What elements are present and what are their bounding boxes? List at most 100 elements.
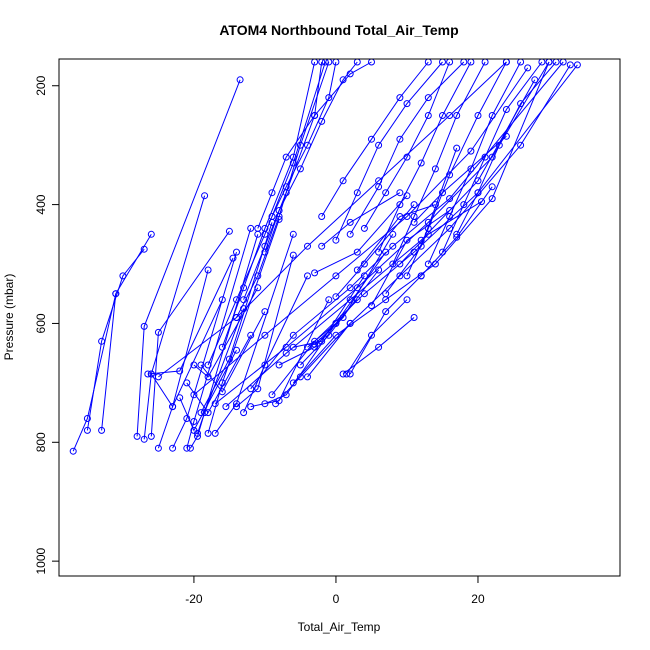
data-point — [289, 230, 297, 238]
data-point — [396, 260, 404, 268]
series-line — [321, 61, 429, 217]
series-line — [442, 61, 543, 253]
series-line — [392, 61, 486, 265]
data-point — [204, 429, 212, 437]
series-line — [250, 299, 330, 408]
data-point — [304, 242, 311, 250]
data-point — [247, 224, 255, 232]
data-point — [403, 296, 411, 304]
data-point — [240, 284, 248, 292]
data-point — [254, 272, 262, 280]
data-point — [375, 141, 383, 149]
data-point — [225, 355, 233, 363]
data-point — [424, 260, 432, 268]
data-point — [190, 418, 198, 425]
series-line — [314, 195, 408, 274]
data-point — [154, 328, 162, 336]
data-point — [289, 343, 297, 351]
data-point — [332, 59, 340, 66]
data-point — [339, 76, 347, 84]
data-point — [467, 59, 475, 66]
data-point — [467, 165, 475, 173]
data-point — [403, 213, 411, 220]
series-line — [335, 61, 443, 241]
data-point — [339, 177, 347, 185]
data-point — [453, 230, 461, 238]
series-65 — [318, 59, 432, 220]
data-point — [311, 112, 319, 119]
data-point — [318, 337, 326, 345]
data-point — [318, 117, 326, 125]
data-point — [275, 361, 283, 369]
y-tick-label: 600 — [34, 313, 48, 333]
data-point — [247, 403, 255, 411]
data-point — [446, 213, 454, 220]
series-line — [86, 248, 145, 431]
data-point — [225, 227, 233, 235]
data-point — [98, 426, 106, 434]
series-line — [356, 204, 436, 271]
series-8 — [169, 248, 240, 452]
data-point — [311, 269, 319, 277]
data-point — [321, 59, 329, 66]
series-67 — [346, 59, 468, 238]
data-point — [325, 331, 333, 339]
data-point — [346, 319, 354, 327]
series-line — [456, 61, 557, 235]
series-32 — [343, 296, 411, 378]
data-point — [296, 373, 304, 381]
series-line — [378, 61, 472, 253]
series-45 — [190, 64, 532, 399]
series-60 — [389, 59, 489, 268]
series-line — [136, 79, 241, 437]
data-point — [197, 409, 205, 417]
series-58 — [360, 59, 454, 232]
data-point — [488, 195, 496, 203]
data-point — [233, 248, 240, 256]
data-point — [474, 189, 482, 197]
data-point — [154, 444, 162, 452]
y-tick-label: 800 — [34, 432, 48, 452]
series-64 — [453, 59, 560, 238]
data-point — [360, 224, 368, 232]
series-line — [150, 299, 223, 408]
chart-title: ATOM4 Northbound Total_Air_Temp — [219, 22, 458, 38]
data-point — [211, 429, 219, 437]
data-point — [502, 59, 510, 66]
data-point — [169, 403, 177, 411]
data-point — [144, 370, 152, 378]
data-point — [339, 370, 347, 378]
data-point — [353, 189, 361, 197]
series-line — [271, 61, 337, 217]
series-line — [363, 61, 451, 229]
x-tick-label: 0 — [333, 592, 340, 606]
data-point — [495, 141, 503, 149]
data-point — [147, 230, 155, 238]
data-point — [538, 59, 546, 66]
data-point — [431, 260, 439, 268]
data-point — [296, 361, 304, 369]
data-point — [446, 171, 454, 179]
data-point — [346, 230, 354, 238]
data-point — [403, 272, 411, 280]
data-point — [368, 59, 375, 66]
data-point — [296, 165, 304, 173]
series-line — [172, 251, 237, 449]
data-point — [83, 426, 91, 434]
data-point — [140, 435, 148, 443]
series-line — [186, 335, 252, 414]
data-point — [233, 296, 240, 304]
data-point — [517, 141, 525, 149]
data-point — [190, 391, 198, 399]
data-point — [325, 296, 333, 304]
data-point — [410, 201, 418, 209]
data-point — [353, 248, 361, 256]
data-point — [268, 213, 276, 220]
data-point — [396, 272, 404, 280]
data-point — [396, 201, 404, 209]
data-point — [424, 112, 432, 119]
data-point — [133, 432, 141, 440]
data-point — [261, 361, 269, 369]
data-point — [140, 322, 148, 330]
